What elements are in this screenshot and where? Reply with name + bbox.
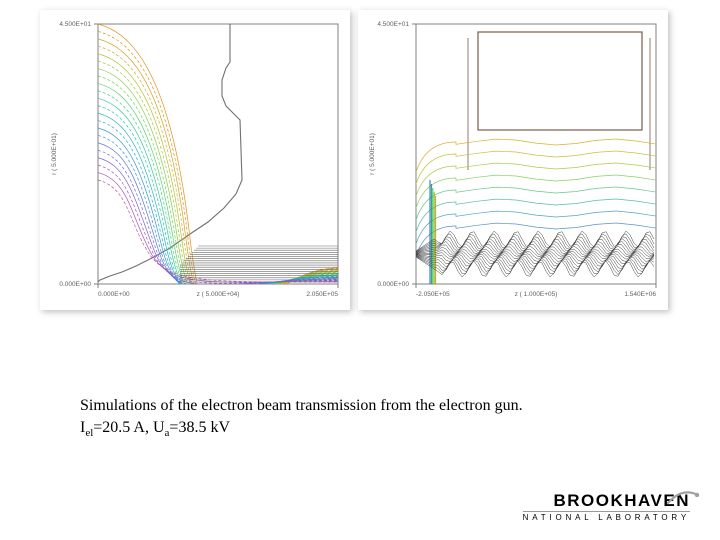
plots-row: 0.000E+00 4.500E+01 0.000E+00 2.050E+05 z ( …	[0, 0, 720, 315]
svg-text:r ( 5.000E+01): r ( 5.000E+01)	[369, 133, 376, 175]
logo-sub: NATIONAL LABORATORY	[523, 511, 690, 522]
left-plot-container: 0.000E+00 4.500E+01 0.000E+00 2.050E+05 z ( …	[40, 10, 350, 315]
svg-text:r ( 5.000E+01): r ( 5.000E+01)	[51, 133, 58, 175]
svg-text:2.050E+05: 2.050E+05	[306, 291, 338, 298]
right-plot-container: 0.000E+00 4.500E+01 -2.050E+05 1.540E+06 z (…	[358, 10, 668, 315]
svg-text:4.500E+01: 4.500E+01	[59, 21, 91, 28]
svg-text:4.500E+01: 4.500E+01	[377, 21, 409, 28]
caption-line2: Iel=20.5 A, Ua=38.5 kV	[80, 417, 523, 441]
caption-line1: Simulations of the electron beam transmi…	[80, 395, 523, 417]
svg-text:0.000E+00: 0.000E+00	[377, 281, 409, 288]
svg-text:1.540E+06: 1.540E+06	[624, 291, 656, 298]
brookhaven-logo: BROOKHAVEN NATIONAL LABORATORY	[523, 491, 690, 522]
logo-name: BROOKHAVEN	[523, 491, 690, 511]
svg-text:z ( 5.000E+04): z ( 5.000E+04)	[197, 291, 240, 298]
caption: Simulations of the electron beam transmi…	[80, 395, 523, 441]
svg-text:0.000E+00: 0.000E+00	[59, 281, 91, 288]
right-plot: 0.000E+00 4.500E+01 -2.050E+05 1.540E+06 z (…	[358, 10, 668, 310]
svg-text:-2.050E+05: -2.050E+05	[416, 291, 450, 298]
svg-text:z ( 1.000E+05): z ( 1.000E+05)	[515, 291, 558, 298]
left-plot: 0.000E+00 4.500E+01 0.000E+00 2.050E+05 z ( …	[40, 10, 350, 310]
svg-text:0.000E+00: 0.000E+00	[98, 291, 130, 298]
